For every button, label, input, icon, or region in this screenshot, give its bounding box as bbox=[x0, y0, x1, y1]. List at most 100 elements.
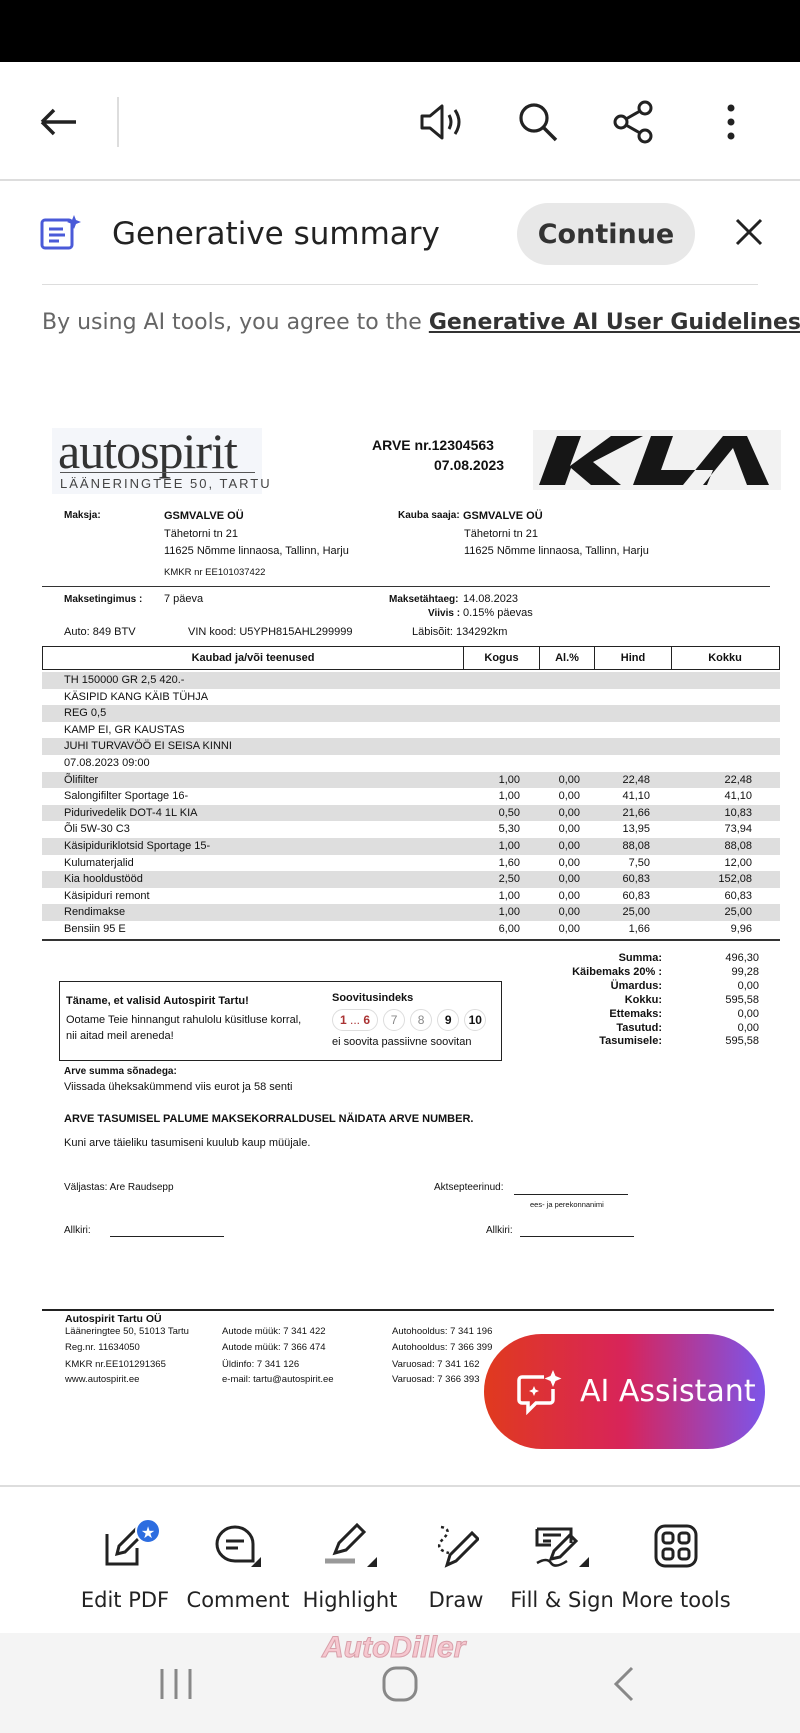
table-row: Rendimakse 1,00 0,00 25,00 25,00 bbox=[42, 904, 780, 921]
cell-discount: 0,00 bbox=[558, 840, 580, 852]
footer-line: Varuosad: 7 366 393 bbox=[392, 1374, 480, 1385]
cell-item-name: Käsipiduriklotsid Sportage 15- bbox=[64, 840, 211, 852]
cell-price: 21,66 bbox=[622, 806, 650, 819]
guidelines-prefix: By using AI tools, you agree to the bbox=[42, 310, 429, 335]
cell-total: 152,08 bbox=[718, 873, 752, 886]
cell-discount: 0,00 bbox=[558, 773, 580, 786]
home-icon[interactable] bbox=[381, 1665, 419, 1708]
scale-6: 6 bbox=[363, 1013, 371, 1027]
terms-label: Maksetingimus : bbox=[64, 594, 143, 605]
signature-line-issuer bbox=[110, 1236, 224, 1237]
cell-price: 41,10 bbox=[622, 790, 650, 803]
cell-total: 41,10 bbox=[724, 790, 752, 803]
guidelines-link[interactable]: Generative AI User Guidelines. bbox=[428, 310, 800, 335]
payer-name: GSMVALVE OÜ bbox=[164, 510, 244, 522]
table-row: REG 0,5 bbox=[42, 705, 780, 722]
signature-line-acceptor bbox=[520, 1236, 634, 1237]
total-label: Ümardus: bbox=[610, 979, 662, 992]
cell-price: 60,83 bbox=[622, 889, 650, 902]
cell-item-name: 07.08.2023 09:00 bbox=[64, 757, 150, 769]
car-plate: Auto: 849 BTV bbox=[64, 626, 136, 638]
vin-code: VIN kood: U5YPH815AHL299999 bbox=[188, 626, 353, 638]
ai-assistant-label: AI Assistant bbox=[580, 1374, 756, 1409]
payer-kmkr: KMKR nr EE101037422 bbox=[164, 567, 266, 578]
footer-line: KMKR nr.EE101291365 bbox=[65, 1359, 166, 1370]
share-icon[interactable] bbox=[612, 100, 656, 144]
total-value: 0,00 bbox=[737, 1021, 759, 1034]
scale-ellipsis: ... bbox=[349, 1013, 360, 1027]
cell-price: 13,95 bbox=[622, 823, 650, 836]
tool-more-tools[interactable]: More tools bbox=[616, 1518, 736, 1612]
tool-comment[interactable]: Comment bbox=[178, 1518, 298, 1612]
col-header-total: Kokku bbox=[708, 652, 742, 664]
label-recommend: soovitan bbox=[430, 1036, 472, 1048]
cell-item-name: Rendimakse bbox=[64, 906, 126, 919]
toolbar-divider bbox=[117, 97, 119, 147]
table-row: Salongifilter Sportage 16- 1,00 0,00 41,10 4… bbox=[42, 788, 780, 805]
back-nav-icon[interactable] bbox=[612, 1665, 636, 1708]
footer-rule bbox=[42, 1309, 774, 1311]
header-rule bbox=[42, 586, 770, 587]
cell-qty: 1,60 bbox=[498, 856, 520, 869]
col-header-qty: Kogus bbox=[464, 647, 540, 669]
continue-button[interactable]: Continue bbox=[517, 203, 695, 265]
watermark: AutoDiller bbox=[321, 1631, 466, 1665]
cell-discount: 0,00 bbox=[558, 889, 580, 902]
name-hint: ees- ja perekonnanimi bbox=[530, 1200, 604, 1209]
recommendation-scale: 1 ... 6 7 8 9 10 bbox=[332, 1009, 488, 1031]
status-bar bbox=[0, 0, 800, 62]
amount-words-value: Viissada üheksakümmend viis eurot ja 58 … bbox=[64, 1081, 293, 1093]
terms-value: 7 päeva bbox=[164, 593, 204, 605]
close-icon[interactable] bbox=[735, 218, 763, 251]
ai-assistant-icon bbox=[517, 1369, 562, 1415]
mileage: Läbisõit: 134292km bbox=[412, 626, 508, 638]
recent-apps-icon[interactable] bbox=[158, 1667, 194, 1706]
table-row: KAMP EI, GR KAUSTAS bbox=[42, 722, 780, 739]
cell-item-name: Kia hooldustööd bbox=[64, 873, 143, 886]
table-row: Õlifilter 1,00 0,00 22,48 22,48 bbox=[42, 771, 780, 789]
table-row: Kulumaterjalid 1,60 0,00 7,50 12,00 bbox=[42, 855, 780, 872]
tool-fill-sign[interactable]: Fill & Sign bbox=[502, 1518, 622, 1612]
read-aloud-icon[interactable] bbox=[418, 100, 462, 144]
back-arrow-icon[interactable] bbox=[36, 100, 80, 144]
recommendation-index-title: Soovitusindeks bbox=[332, 992, 414, 1004]
search-icon[interactable] bbox=[516, 100, 560, 144]
tool-edit-pdf[interactable]: ★ Edit PDF bbox=[65, 1518, 185, 1612]
cell-total: 73,94 bbox=[724, 823, 752, 836]
tool-draw[interactable]: Draw bbox=[396, 1518, 516, 1612]
table-row: Käsipiduriklotsid Sportage 15- 1,00 0,00 88… bbox=[42, 838, 780, 855]
tool-highlight[interactable]: Highlight bbox=[290, 1518, 410, 1612]
cell-item-name: Pidurivedelik DOT-4 1L KIA bbox=[64, 806, 198, 819]
total-value: 595,58 bbox=[725, 993, 759, 1006]
col-header-discount: Al.% bbox=[540, 647, 595, 669]
penalty-value: 0.15% päevas bbox=[463, 607, 533, 619]
total-value: 99,28 bbox=[731, 965, 759, 978]
cell-item-name: JUHI TURVAVÖÖ EI SEISA KINNI bbox=[64, 740, 232, 753]
cell-item-name: Kulumaterjalid bbox=[64, 856, 134, 869]
table-row: Pidurivedelik DOT-4 1L KIA 0,50 0,00 21,66 1… bbox=[42, 804, 780, 822]
cell-total: 88,08 bbox=[724, 840, 752, 852]
toolbar-bottom-border bbox=[0, 179, 800, 181]
ai-assistant-button[interactable]: AI Assistant bbox=[484, 1334, 765, 1449]
footer-line: e-mail: tartu@autospirit.ee bbox=[222, 1374, 334, 1385]
accepted-line bbox=[514, 1194, 628, 1195]
due-label: Maksetähtaeg: bbox=[389, 594, 459, 605]
total-value: 0,00 bbox=[737, 979, 759, 992]
cell-item-name: Õlifilter bbox=[64, 773, 99, 786]
footer-line: Lääneringtee 50, 51013 Tartu bbox=[65, 1326, 189, 1337]
more-icon[interactable] bbox=[709, 100, 753, 144]
cell-qty: 1,00 bbox=[498, 906, 520, 919]
cell-discount: 0,00 bbox=[558, 823, 580, 836]
cell-qty: 5,30 bbox=[498, 823, 520, 836]
total-label: Käibemaks 20% : bbox=[572, 965, 662, 978]
table-row: TH 150000 GR 2,5 420.- bbox=[42, 672, 780, 689]
cell-qty: 1,00 bbox=[498, 790, 520, 803]
feedback-box: Täname, et valisid Autospirit Tartu! Oot… bbox=[59, 981, 502, 1061]
footer-line: Autode müük: 7 341 422 bbox=[222, 1326, 326, 1337]
feedback-text-2: nii aitad meil areneda! bbox=[66, 1030, 174, 1042]
logo-address: LÄÄNERINGTEE 50, TARTU bbox=[60, 476, 272, 491]
total-label: Ettemaks: bbox=[609, 1007, 662, 1020]
cell-qty: 6,00 bbox=[498, 923, 520, 935]
table-row: 07.08.2023 09:00 bbox=[42, 755, 780, 772]
col-header-items: Kaubad ja/või teenused bbox=[43, 647, 464, 669]
